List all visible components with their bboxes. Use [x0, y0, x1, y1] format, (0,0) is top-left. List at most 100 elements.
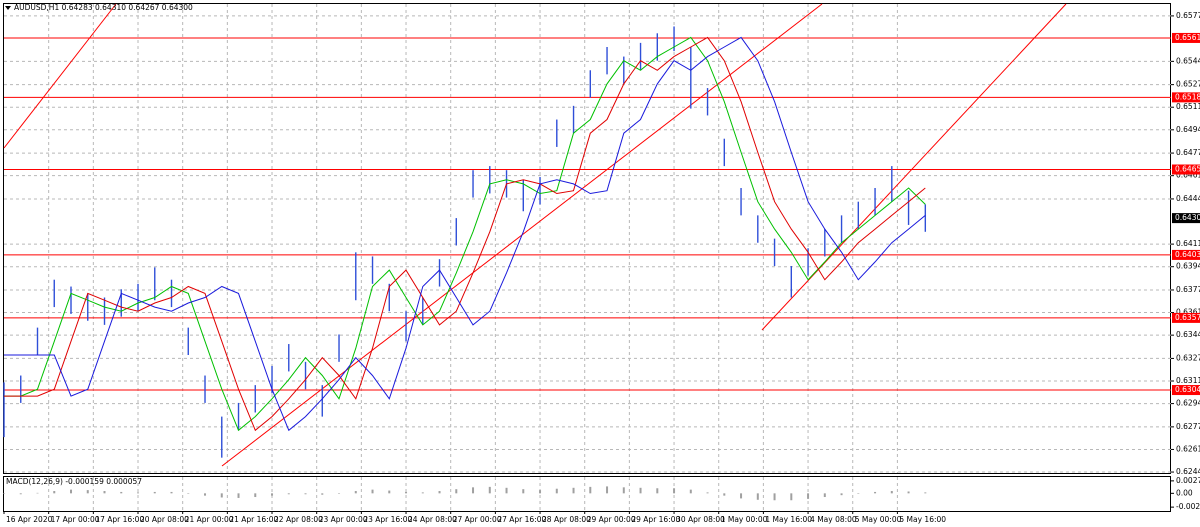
macd-bar	[53, 491, 56, 494]
macd-bar	[338, 493, 341, 494]
y-tick-label: 0.62945	[1176, 399, 1200, 408]
y-tick-label: 0.63275	[1176, 353, 1200, 362]
x-tick-label: 24 Apr 08:00	[408, 515, 457, 524]
marks	[3, 26, 927, 501]
macd-bar	[187, 493, 190, 494]
macd-bar	[438, 491, 441, 494]
macd-bar	[589, 486, 592, 494]
macd-tick-label: -0.00299	[1176, 502, 1200, 511]
level-label: 0.65616	[1175, 33, 1200, 42]
macd-bar	[388, 490, 391, 494]
grid	[4, 4, 1171, 511]
macd-bar	[455, 489, 458, 494]
macd-bar	[137, 492, 140, 494]
level-label-bg	[1172, 385, 1200, 396]
macd-bar	[220, 493, 223, 498]
level-label-bg	[1172, 32, 1200, 43]
level-label: 0.64655	[1175, 165, 1200, 174]
level-label: 0.63571	[1175, 313, 1200, 322]
y-tick-label: 0.64775	[1176, 148, 1200, 157]
title-icon	[5, 6, 11, 10]
macd-bar	[170, 491, 173, 494]
macd-bar	[622, 487, 625, 494]
x-tick-label: 21 Apr 16:00	[229, 515, 278, 524]
macd-bar	[807, 493, 810, 499]
macd-bar	[539, 490, 542, 494]
macd-bar	[790, 493, 793, 501]
y-tick-label: 0.64945	[1176, 125, 1200, 134]
x-tick-label: 29 Apr 00:00	[587, 515, 636, 524]
x-tick-label: 16 Apr 2020	[6, 515, 53, 524]
x-tick-label: 20 Apr 08:00	[140, 515, 189, 524]
y-tick-label: 0.65777	[1176, 11, 1200, 20]
macd-title: MACD(12,26,9) -0.000159 0.000057	[6, 477, 142, 486]
x-tick-label: 17 Apr 00:00	[51, 515, 100, 524]
level-label-bg	[1172, 312, 1200, 323]
level-label-bg	[1172, 164, 1200, 175]
level-label-bg	[1172, 92, 1200, 103]
x-tick-label: 5 May 00:00	[855, 515, 902, 524]
y-tick-label: 0.63775	[1176, 285, 1200, 294]
x-tick-label: 5 May 16:00	[899, 515, 946, 524]
chart-title: AUDUSD,H1 0.64283 0.64310 0.64267 0.6430…	[14, 3, 193, 12]
moving-average	[4, 36, 926, 432]
x-tick-label: 28 Apr 08:00	[542, 515, 591, 524]
y-tick-label: 0.63945	[1176, 262, 1200, 271]
macd-bar	[740, 493, 743, 499]
macd-tick-label: 0.00	[1176, 488, 1193, 497]
level-label-bg	[1172, 249, 1200, 260]
macd-bar	[673, 488, 676, 494]
macd-bar	[689, 489, 692, 494]
x-tick-label: 30 Apr 08:00	[676, 515, 725, 524]
macd-bar	[874, 491, 877, 494]
macd-bar	[488, 486, 491, 494]
macd-bar	[472, 487, 475, 494]
y-tick-label: 0.62775	[1176, 422, 1200, 431]
x-tick-label: 23 Apr 00:00	[319, 515, 368, 524]
level-label: 0.63044	[1175, 385, 1200, 394]
macd-bar	[522, 489, 525, 494]
price-panel	[3, 3, 1171, 474]
x-tick-label: 4 May 08:00	[810, 515, 857, 524]
y-tick-label: 0.65445	[1176, 56, 1200, 65]
macd-bar	[86, 490, 89, 494]
macd-bar	[555, 488, 558, 494]
macd-bar	[706, 492, 709, 494]
macd-bar	[723, 493, 726, 496]
macd-bar	[907, 491, 910, 494]
macd-bar	[639, 487, 642, 494]
macd-bar	[70, 489, 73, 494]
x-tick-label: 27 Apr 16:00	[497, 515, 546, 524]
macd-bar	[3, 493, 5, 494]
macd-bar	[656, 488, 659, 494]
macd-bar	[19, 493, 22, 495]
trend-line	[761, 3, 1067, 331]
macd-bar	[823, 493, 826, 498]
trend-line	[3, 3, 117, 149]
macd-bar	[421, 492, 424, 494]
macd-bar	[756, 493, 759, 500]
macd-tick-label: 0.0027	[1176, 476, 1200, 485]
current-price-bg	[1172, 213, 1200, 224]
macd-bar	[237, 493, 240, 498]
macd-panel	[3, 476, 1171, 512]
level-label: 0.64031	[1175, 250, 1200, 259]
macd-bar	[271, 493, 274, 496]
level-label: 0.65182	[1175, 92, 1200, 101]
macd-bar	[304, 493, 307, 495]
macd-bar	[36, 492, 39, 494]
levels	[4, 37, 1171, 391]
macd-bar	[606, 486, 609, 494]
macd-bar	[120, 491, 123, 494]
x-tick-label: 23 Apr 16:00	[363, 515, 412, 524]
macd-bar	[287, 493, 290, 495]
moving-average	[4, 36, 926, 432]
